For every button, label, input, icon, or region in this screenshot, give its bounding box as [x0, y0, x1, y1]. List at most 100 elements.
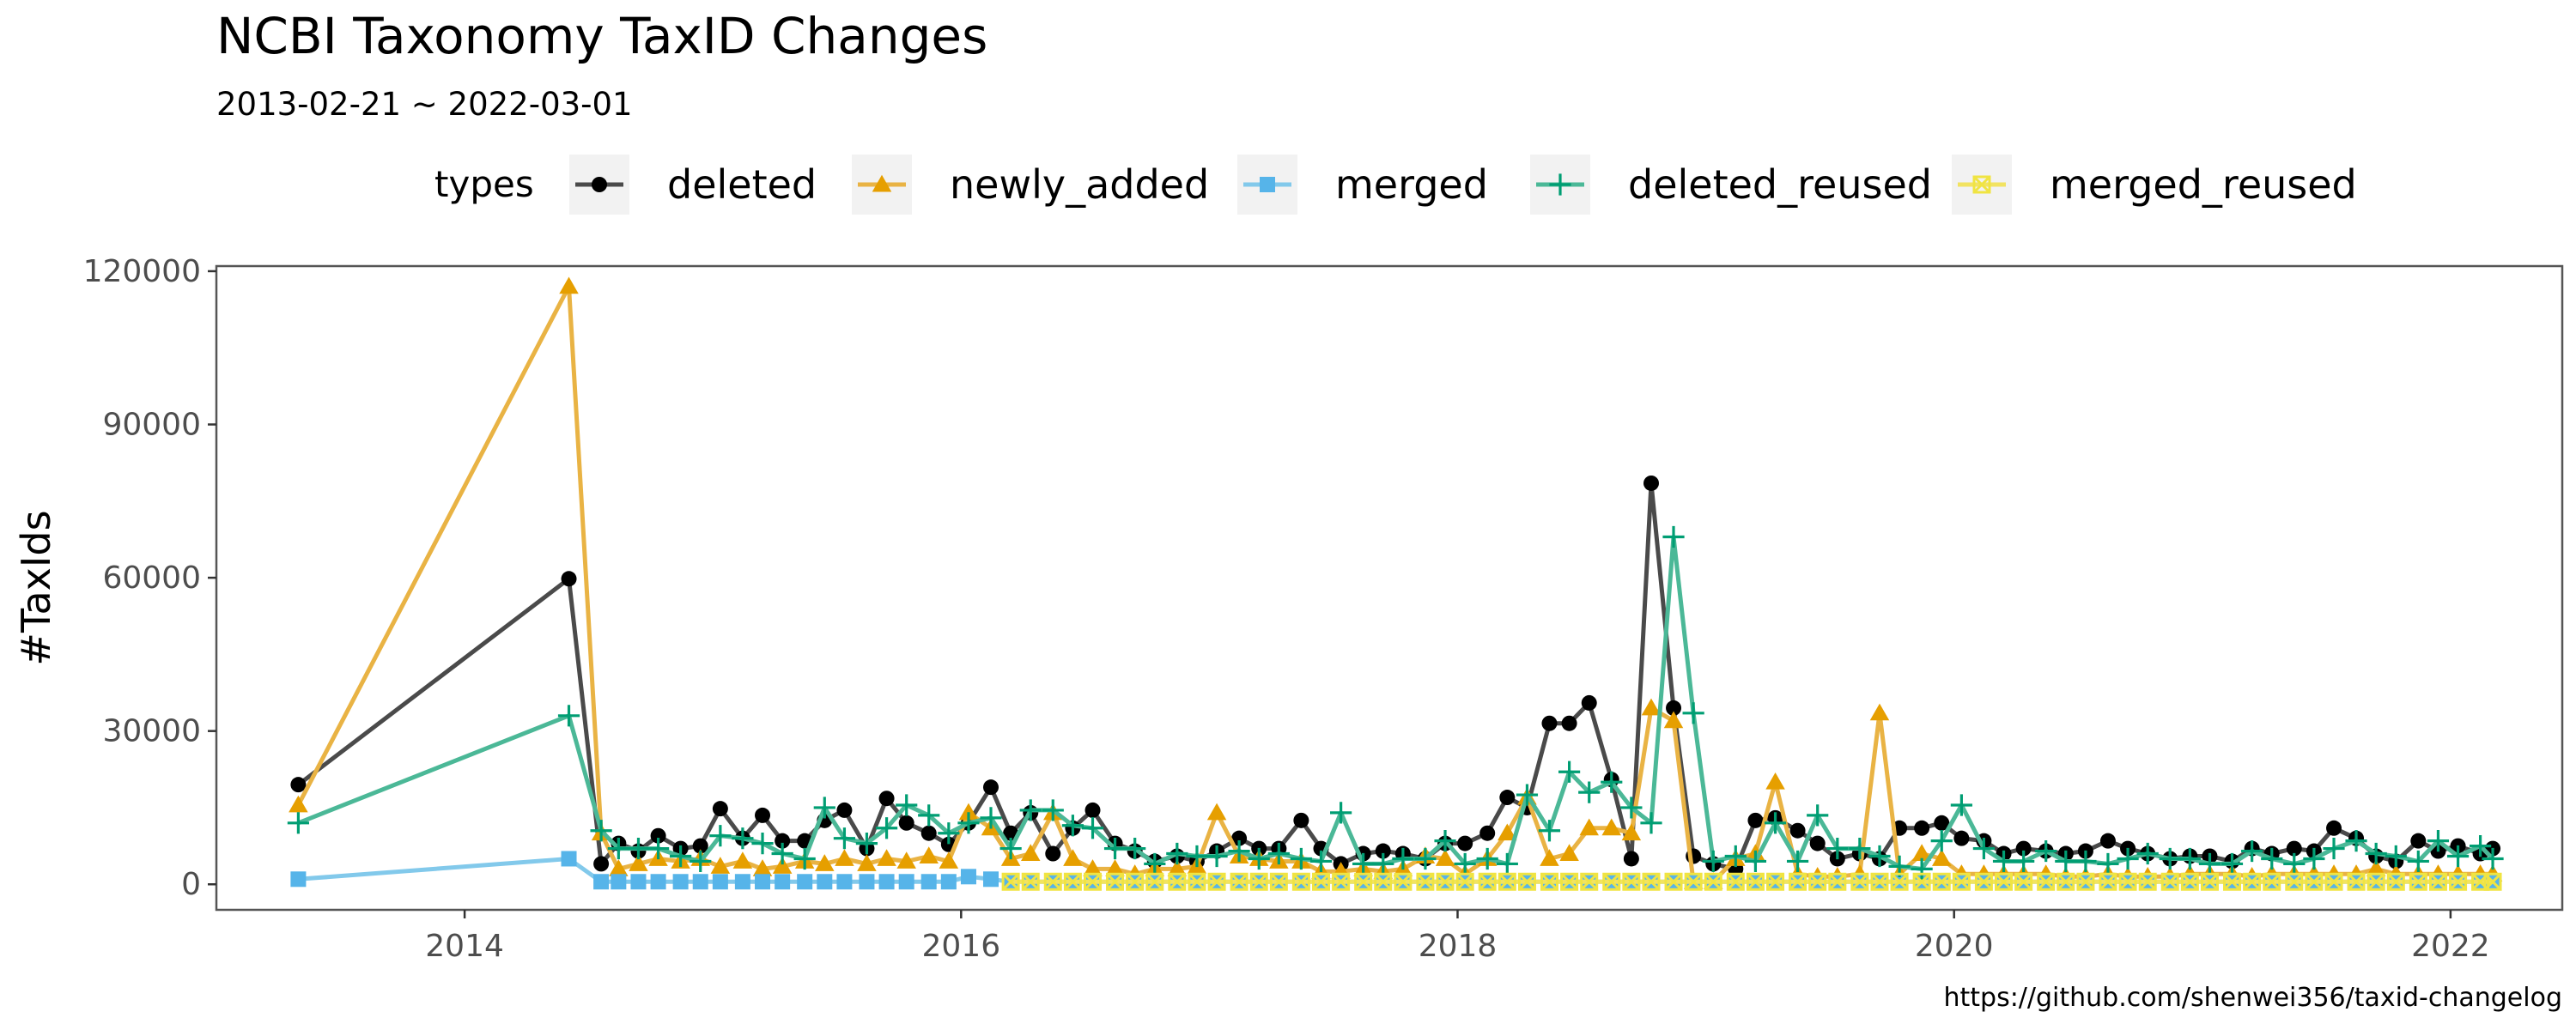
- point-merged-reused-66: [1912, 872, 1931, 891]
- point-deleted-reused-69: [1972, 837, 1995, 860]
- point-deleted-75: [2099, 833, 2116, 849]
- point-deleted-reused-78: [2159, 847, 2181, 870]
- point-deleted-reused-44: [1454, 852, 1476, 876]
- point-newly-added-54: [1663, 711, 1684, 729]
- series-line-newly-added: [296, 284, 2494, 884]
- point-newly-added-17: [896, 851, 916, 869]
- point-merged-reused-23: [1021, 872, 1040, 891]
- point-merged-reused-69: [1974, 872, 1993, 891]
- point-merged-reused-50: [1580, 872, 1599, 891]
- point-merged-reused-43: [1436, 872, 1455, 891]
- x-tick-label-2022: 2022: [2411, 929, 2490, 964]
- point-deleted-reused-61: [1807, 804, 1829, 827]
- point-deleted-reused-63: [1849, 837, 1871, 860]
- point-merged-5: [650, 874, 666, 890]
- point-merged-reused-34: [1249, 872, 1268, 891]
- point-deleted-reused-14: [833, 827, 856, 850]
- point-newly-added-49: [1559, 844, 1579, 861]
- point-deleted-reused-82: [2241, 839, 2263, 863]
- point-deleted-reused-36: [1290, 847, 1312, 870]
- point-deleted-reused-49: [1558, 760, 1581, 783]
- point-deleted-reused-54: [1662, 525, 1685, 548]
- point-merged-6: [672, 874, 689, 890]
- point-newly-added-11: [772, 857, 793, 874]
- point-newly-added-18: [919, 846, 939, 863]
- point-deleted-1: [561, 571, 577, 587]
- point-merged-15: [859, 874, 875, 890]
- point-merged-reused-56: [1704, 872, 1722, 891]
- point-deleted-reused-85: [2303, 847, 2325, 870]
- point-deleted-reused-72: [2035, 839, 2057, 863]
- point-merged-reused-62: [1828, 872, 1847, 891]
- point-newly-added-32: [1206, 803, 1227, 821]
- point-merged-reused-67: [1932, 872, 1951, 891]
- point-newly-added-20: [958, 803, 979, 821]
- x-tick-label-2018: 2018: [1419, 929, 1498, 964]
- point-merged-reused-45: [1478, 872, 1497, 891]
- point-deleted-reused-31: [1186, 845, 1208, 868]
- y-tick-label-0: 0: [181, 867, 201, 902]
- point-deleted-48: [1541, 715, 1558, 731]
- point-deleted-reused-67: [1930, 830, 1953, 852]
- point-merged-reused-91: [2428, 872, 2447, 891]
- point-merged-18: [920, 874, 937, 890]
- series-line-deleted: [296, 481, 2494, 871]
- point-merged-3: [611, 874, 627, 890]
- point-merged-reused-63: [1850, 872, 1869, 891]
- point-deleted-reused-81: [2221, 852, 2244, 876]
- point-deleted-reused-83: [2261, 847, 2283, 870]
- legend: types deleted newly_added merged deleted_re…: [434, 154, 2357, 215]
- point-deleted-40: [1375, 843, 1391, 859]
- point-deleted-reused-16: [875, 817, 898, 839]
- point-deleted-reused-40: [1372, 852, 1394, 876]
- point-merged-16: [878, 874, 895, 890]
- point-newly-added-0: [289, 795, 308, 813]
- point-deleted-reused-89: [2385, 845, 2407, 868]
- point-merged-reused-51: [1602, 872, 1621, 891]
- point-newly-added-10: [752, 859, 773, 876]
- point-deleted-reused-39: [1352, 852, 1375, 876]
- point-merged-reused-81: [2223, 872, 2241, 891]
- point-deleted-reused-1: [557, 705, 580, 727]
- chart-title: NCBI Taxonomy TaxID Changes: [216, 7, 987, 65]
- point-newly-added-43: [1435, 849, 1455, 866]
- point-merged-reused-58: [1746, 872, 1765, 891]
- legend-item-merged-reused: merged_reused: [1952, 154, 2357, 215]
- point-deleted-reused-38: [1330, 802, 1352, 824]
- point-deleted-66: [1914, 820, 1930, 836]
- legend-item-newly-added: newly_added: [852, 154, 1209, 215]
- point-deleted-reused-47: [1516, 784, 1539, 806]
- point-deleted-5: [650, 827, 666, 844]
- point-merged-reused-59: [1766, 872, 1785, 891]
- point-deleted-reused-27: [1103, 837, 1127, 860]
- legend-label-merged: merged: [1335, 161, 1488, 208]
- point-deleted-reused-21: [980, 807, 1002, 829]
- point-deleted-reused-0: [287, 812, 310, 834]
- point-newly-added-67: [1931, 849, 1952, 866]
- point-deleted-reused-58: [1744, 850, 1767, 873]
- point-deleted-reused-84: [2283, 852, 2306, 876]
- point-deleted-reused-13: [813, 797, 835, 819]
- point-merged-9: [734, 874, 750, 890]
- point-newly-added-13: [815, 854, 835, 871]
- point-merged-reused-83: [2263, 872, 2281, 891]
- series-deleted-reused: [287, 525, 2504, 880]
- point-deleted-reused-62: [1826, 837, 1849, 860]
- point-deleted-reused-53: [1640, 812, 1662, 834]
- chart-subtitle: 2013-02-21 ~ 2022-03-01: [216, 86, 633, 123]
- point-deleted-reused-41: [1392, 847, 1414, 870]
- point-merged-reused-68: [1952, 872, 1971, 891]
- point-deleted-58: [1747, 812, 1764, 828]
- point-merged-reused-64: [1870, 872, 1889, 891]
- point-merged-reused-92: [2449, 872, 2468, 891]
- point-deleted-reused-90: [2407, 850, 2429, 873]
- point-deleted-reused-20: [957, 812, 980, 834]
- point-deleted-reused-64: [1868, 845, 1891, 868]
- point-deleted-54: [1666, 700, 1682, 716]
- legend-label-merged-reused: merged_reused: [2050, 161, 2357, 208]
- point-deleted-reused-9: [732, 827, 754, 850]
- point-deleted-36: [1293, 812, 1309, 828]
- point-deleted-18: [920, 825, 937, 841]
- point-deleted-reused-74: [2075, 850, 2097, 873]
